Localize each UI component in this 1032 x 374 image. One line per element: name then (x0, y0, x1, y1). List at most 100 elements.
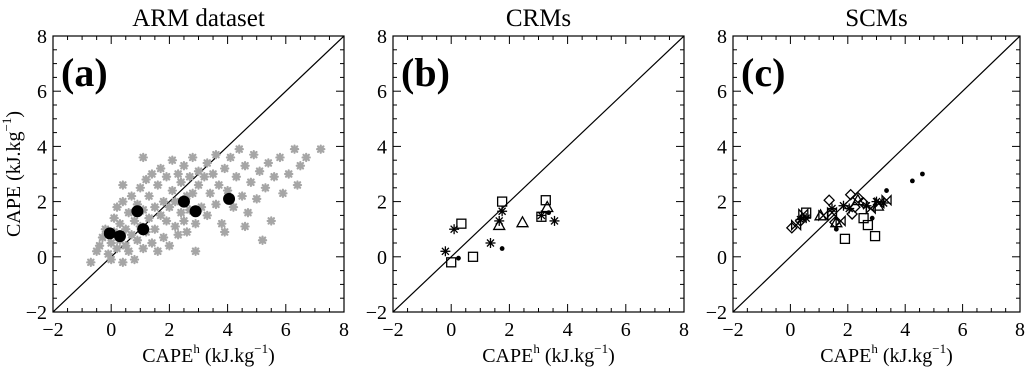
x-tick-label: 8 (679, 319, 689, 341)
data-point-star (126, 191, 137, 201)
series-triangle (813, 193, 885, 228)
data-point-star (316, 144, 326, 154)
data-point-star (112, 202, 122, 212)
data-point-star-stroke (255, 167, 264, 176)
data-point-star-stroke (217, 219, 226, 228)
data-point-triangle (540, 200, 554, 213)
data-point-star (228, 202, 239, 212)
data-point-star (292, 180, 303, 190)
data-point-bowtie (798, 207, 809, 221)
data-point-star-stroke (124, 208, 133, 217)
data-point-star-stroke (174, 230, 182, 239)
data-point-star (252, 194, 262, 204)
data-point-star (115, 218, 125, 229)
data-point-dot (177, 195, 190, 208)
data-point-star-stroke (174, 170, 182, 178)
chart-title: SCMs (845, 5, 908, 32)
data-point-star (202, 210, 212, 221)
data-point-star (176, 177, 186, 187)
y-tick-label: 0 (377, 247, 387, 269)
data-point-star-stroke (127, 192, 136, 200)
panel-label: (a) (61, 50, 108, 95)
x-tick-label: −2 (382, 319, 403, 341)
data-point-star (173, 169, 183, 179)
data-point-star (106, 254, 116, 265)
y-tick-label: 4 (717, 136, 727, 158)
data-point-square (536, 211, 547, 222)
data-point-star (158, 232, 169, 243)
data-point-star (106, 238, 116, 248)
chart-panel-2: CRMs −2 0 2 4 6 8 −2 0 2 4 6 8 (b) CAPEh (kJ.kg−1) (366, 5, 689, 367)
x-tick-label: 6 (621, 319, 631, 341)
data-point-star-stroke (156, 164, 165, 173)
data-point-star (234, 144, 244, 154)
data-point-star-stroke (238, 192, 246, 200)
series-square (801, 207, 881, 245)
data-point-star-stroke (171, 197, 180, 206)
data-point-star (231, 172, 242, 182)
series-small-dot (456, 210, 552, 261)
data-point-star-stroke (220, 164, 229, 173)
data-point-star-stroke (241, 222, 249, 231)
data-point-star (284, 169, 294, 179)
data-point-star (155, 210, 166, 221)
data-point-star (225, 152, 236, 163)
data-point-star (118, 257, 128, 268)
y-tick-label: 6 (717, 81, 727, 103)
data-point-star (205, 188, 215, 199)
data-point-asterisk (449, 224, 460, 235)
series-small-dot (833, 171, 925, 232)
data-point-asterisk (801, 213, 812, 224)
series-dot (103, 192, 236, 243)
data-point-star-stroke (104, 250, 113, 258)
data-point-triangle (851, 193, 865, 206)
data-point-star-stroke (293, 181, 302, 189)
data-point-star (190, 218, 201, 229)
data-point-diamond (851, 191, 864, 204)
data-point-star (176, 207, 186, 218)
data-point-dot (131, 205, 144, 218)
x-tick-label: −2 (722, 319, 743, 341)
data-point-star (266, 216, 276, 226)
data-point-star-stroke (130, 217, 139, 225)
data-point-asterisk-stroke (441, 247, 450, 256)
y-tick-label: 0 (37, 247, 47, 269)
data-point-dot (103, 227, 116, 240)
y-tick-label: 0 (717, 247, 727, 269)
series-square (446, 195, 551, 268)
y-tick-label: 8 (377, 26, 387, 48)
data-point-square (858, 213, 869, 224)
data-point-star (211, 149, 221, 160)
data-point-star-stroke (249, 150, 258, 159)
data-point-star (94, 241, 105, 251)
data-point-asterisk-stroke (839, 201, 848, 210)
series-star (86, 144, 326, 268)
data-point-star-stroke (130, 255, 139, 264)
plot-frame (732, 35, 1021, 313)
data-point-star (208, 169, 218, 179)
plot-area (393, 36, 684, 312)
x-axis-label: CAPEh (kJ.kg−1) (482, 341, 615, 367)
y-tick-label: 2 (717, 192, 727, 214)
x-tick-label: 4 (563, 319, 573, 341)
data-point-asterisk-stroke (845, 204, 854, 213)
data-point-dot (137, 223, 150, 236)
x-tick-label: 0 (446, 319, 456, 341)
data-point-small-dot (456, 255, 461, 261)
data-point-small-dot (546, 210, 552, 216)
data-point-asterisk-stroke (486, 239, 495, 247)
data-point-small-dot (920, 171, 925, 177)
data-point-star (179, 216, 189, 226)
data-point-star (123, 207, 134, 218)
data-point-star (202, 158, 212, 168)
data-point-star (121, 224, 131, 234)
data-point-star (301, 152, 311, 163)
data-point-star (289, 144, 300, 154)
data-point-star (246, 177, 256, 187)
x-tick-label: 2 (843, 319, 853, 341)
data-point-star (167, 185, 178, 196)
data-point-star-stroke (180, 217, 188, 225)
data-point-square (446, 257, 457, 268)
data-point-star-stroke (220, 228, 229, 236)
data-point-star (141, 174, 151, 185)
